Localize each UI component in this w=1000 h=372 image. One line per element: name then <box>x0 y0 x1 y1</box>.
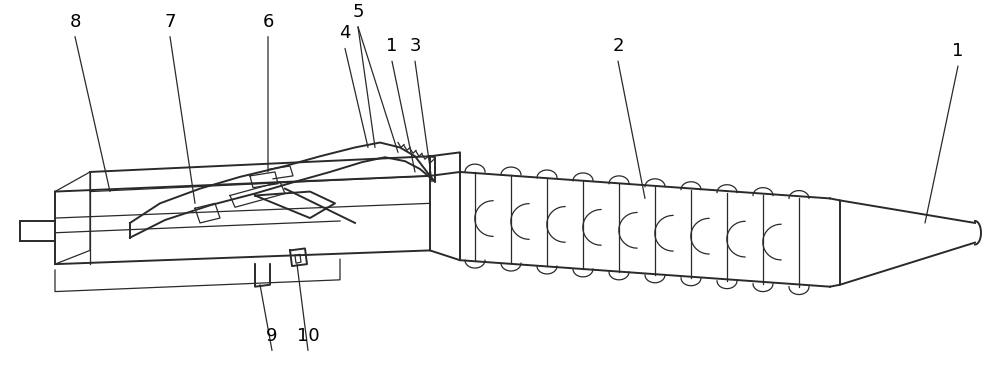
Text: 3: 3 <box>409 37 421 55</box>
Text: 6: 6 <box>262 13 274 31</box>
Text: 4: 4 <box>339 23 351 42</box>
Text: 2: 2 <box>612 37 624 55</box>
Text: 1: 1 <box>386 37 398 55</box>
Text: 5: 5 <box>352 3 364 21</box>
Text: 1: 1 <box>952 42 964 60</box>
Text: 8: 8 <box>69 13 81 31</box>
Text: 7: 7 <box>164 13 176 31</box>
Text: 10: 10 <box>297 327 319 344</box>
Text: 9: 9 <box>266 327 278 344</box>
